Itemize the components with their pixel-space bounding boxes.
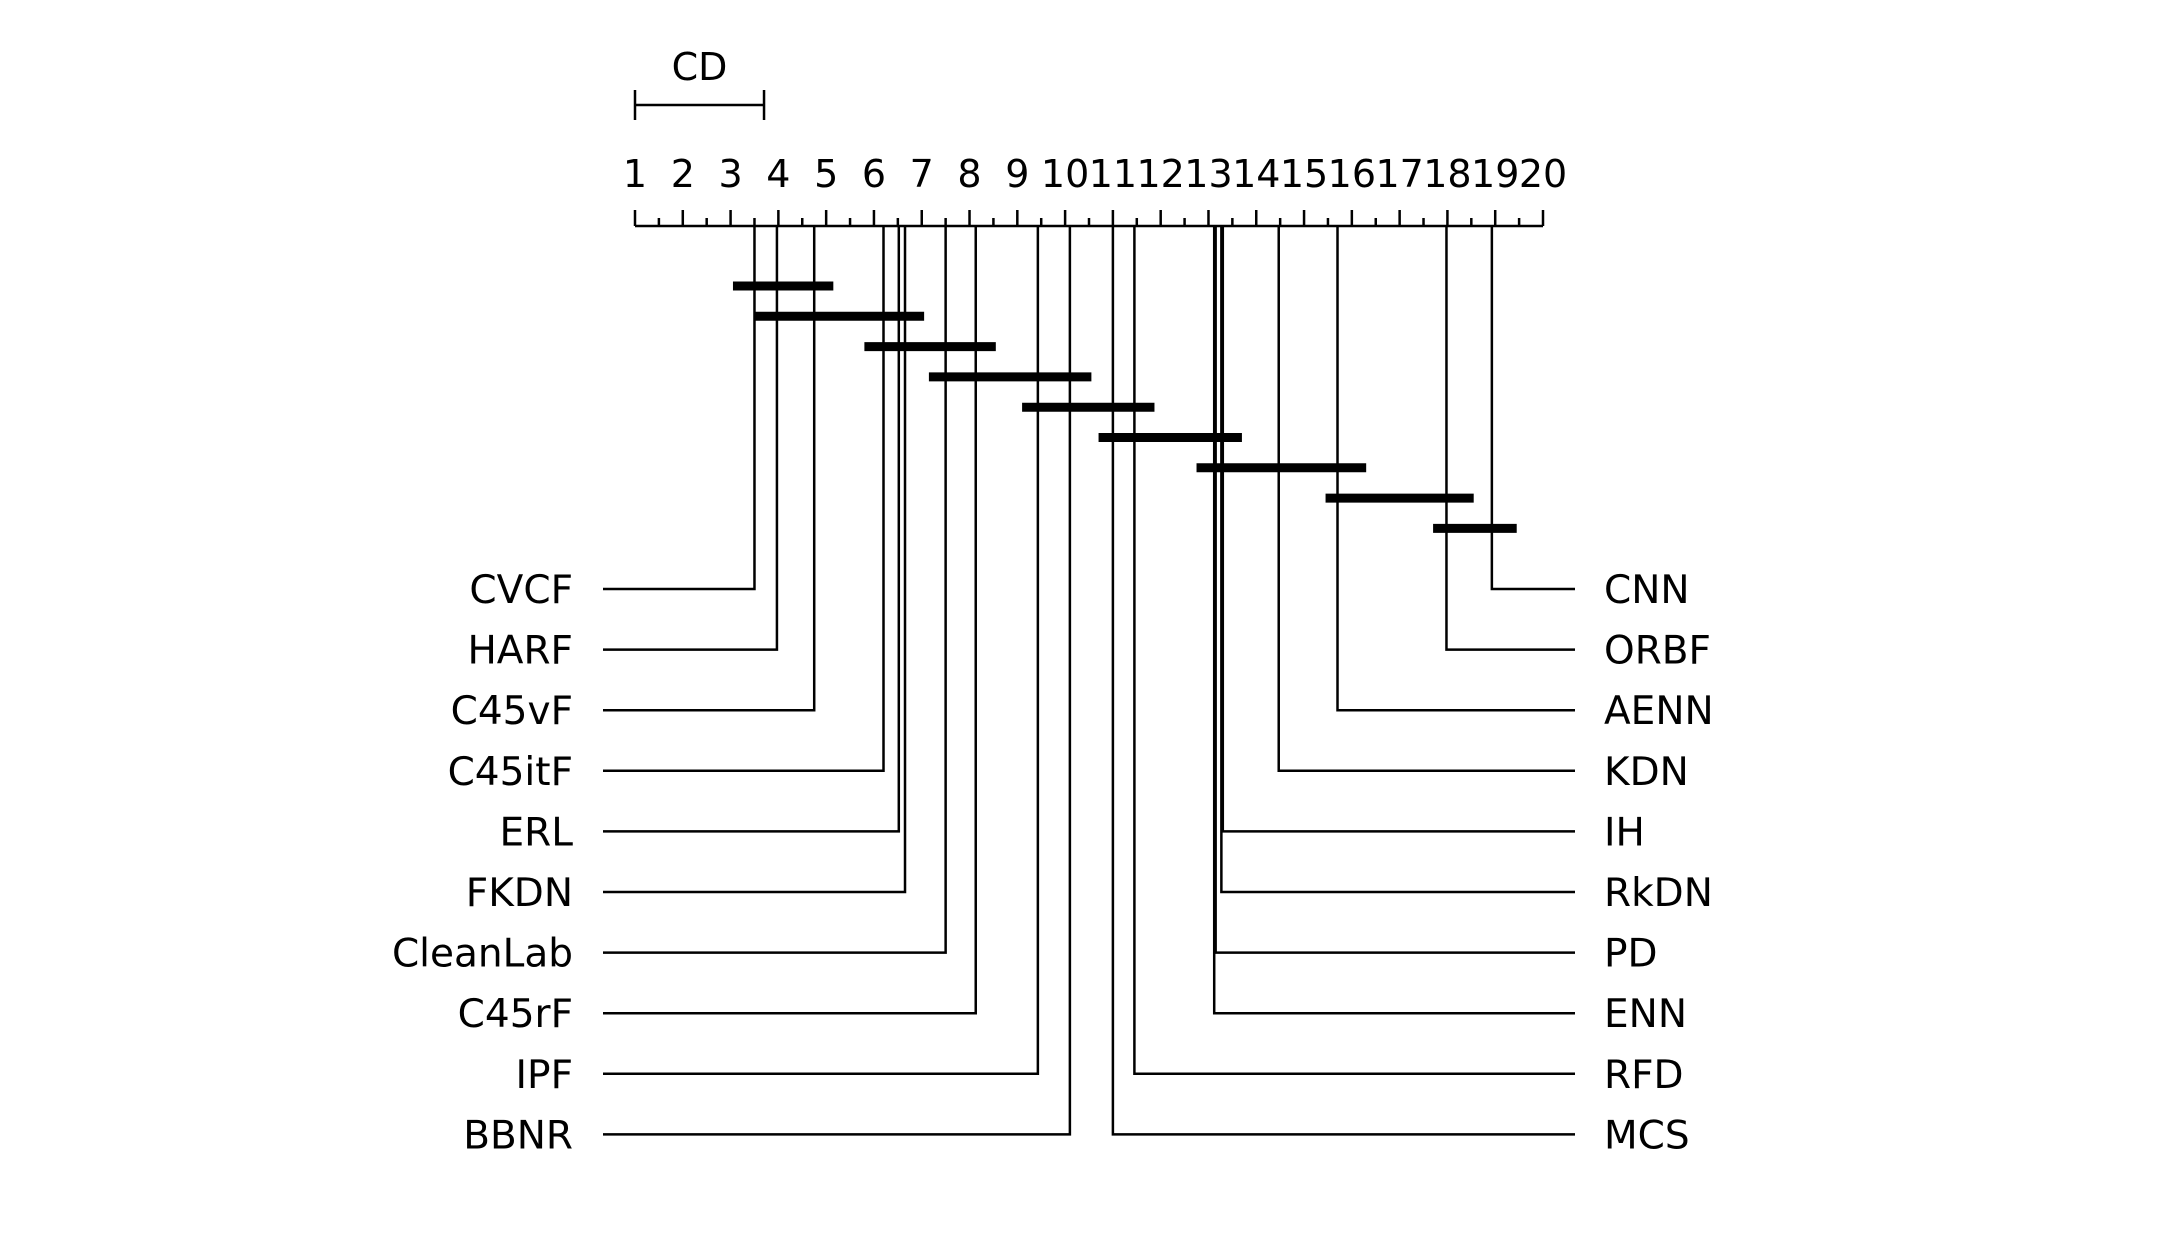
connector-rfd: [1133, 226, 1575, 1076]
tick-label: 7: [910, 152, 934, 196]
tick-label: 5: [814, 152, 838, 196]
method-label-ipf: IPF: [516, 1053, 573, 1098]
method-label-rkdn: RkDN: [1604, 871, 1713, 916]
method-label-erl: ERL: [500, 810, 574, 855]
cd-label: CD: [672, 45, 728, 89]
connector-cleanlab: [603, 226, 947, 954]
method-label-ih: IH: [1604, 810, 1645, 855]
cd-bar-group: CD: [633, 45, 766, 120]
method-label-kdn: KDN: [1604, 750, 1689, 795]
method-label-fkdn: FKDN: [466, 871, 573, 916]
tick-label: 11: [1089, 152, 1137, 196]
tick-label: 19: [1471, 152, 1519, 196]
tick-label: 4: [766, 152, 790, 196]
method-label-c45itf: C45itF: [448, 750, 573, 795]
tick-label: 13: [1184, 152, 1232, 196]
connector-aenn: [1336, 226, 1575, 712]
connector-bbnr: [603, 226, 1072, 1136]
method-label-mcs: MCS: [1604, 1113, 1690, 1158]
connector-ih: [1221, 226, 1575, 833]
method-label-enn: ENN: [1604, 992, 1687, 1037]
tick-label: 8: [957, 152, 981, 196]
connector-mcs: [1111, 226, 1575, 1136]
tick-label: 1: [623, 152, 647, 196]
tick-label: 18: [1423, 152, 1471, 196]
connector-ipf: [603, 226, 1040, 1076]
tick-label: 10: [1041, 152, 1089, 196]
tick-label: 12: [1137, 152, 1185, 196]
tick-label: 20: [1519, 152, 1567, 196]
method-label-rfd: RFD: [1604, 1053, 1684, 1098]
tick-label: 17: [1375, 152, 1423, 196]
connector-c45vf: [603, 226, 816, 712]
tick-label: 16: [1328, 152, 1376, 196]
connector-erl: [603, 226, 901, 833]
connector-c45rf: [603, 226, 977, 1015]
connector-c45itf: [603, 226, 885, 773]
axis-ticks: [633, 210, 1545, 226]
method-label-cnn: CNN: [1604, 568, 1690, 613]
method-labels: CVCF HARF C45vF C45itF ERL FKDN CleanLab C45rF I…: [392, 568, 1714, 1158]
connector-fkdn: [603, 226, 907, 894]
method-label-bbnr: BBNR: [463, 1113, 573, 1158]
connector-enn: [1212, 226, 1575, 1015]
method-label-harf: HARF: [467, 629, 573, 674]
connector-rkdn: [1220, 226, 1575, 894]
method-label-c45vf: C45vF: [451, 689, 573, 734]
connector-orbf: [1445, 226, 1575, 651]
connector-cnn: [1490, 226, 1575, 591]
connector-harf: [603, 226, 779, 651]
connector-cvcf: [603, 226, 756, 591]
method-connectors: [603, 226, 1575, 1136]
method-label-cleanlab: CleanLab: [392, 932, 573, 977]
tick-label: 2: [671, 152, 695, 196]
tick-label: 6: [862, 152, 886, 196]
clique-bars: [732, 281, 1517, 533]
method-label-cvcf: CVCF: [469, 568, 573, 613]
axis-tick-labels: 1 2 3 4 5 6 7 8 9 10 11 12 13 14 15 16 17 18 19 20: [623, 152, 1567, 196]
method-label-orbf: ORBF: [1604, 629, 1711, 674]
connector-kdn: [1277, 226, 1575, 773]
method-label-c45rf: C45rF: [458, 992, 573, 1037]
tick-label: 15: [1280, 152, 1328, 196]
method-label-pd: PD: [1604, 932, 1658, 977]
tick-label: 14: [1232, 152, 1280, 196]
tick-label: 9: [1005, 152, 1029, 196]
tick-label: 3: [718, 152, 742, 196]
method-label-aenn: AENN: [1604, 689, 1714, 734]
